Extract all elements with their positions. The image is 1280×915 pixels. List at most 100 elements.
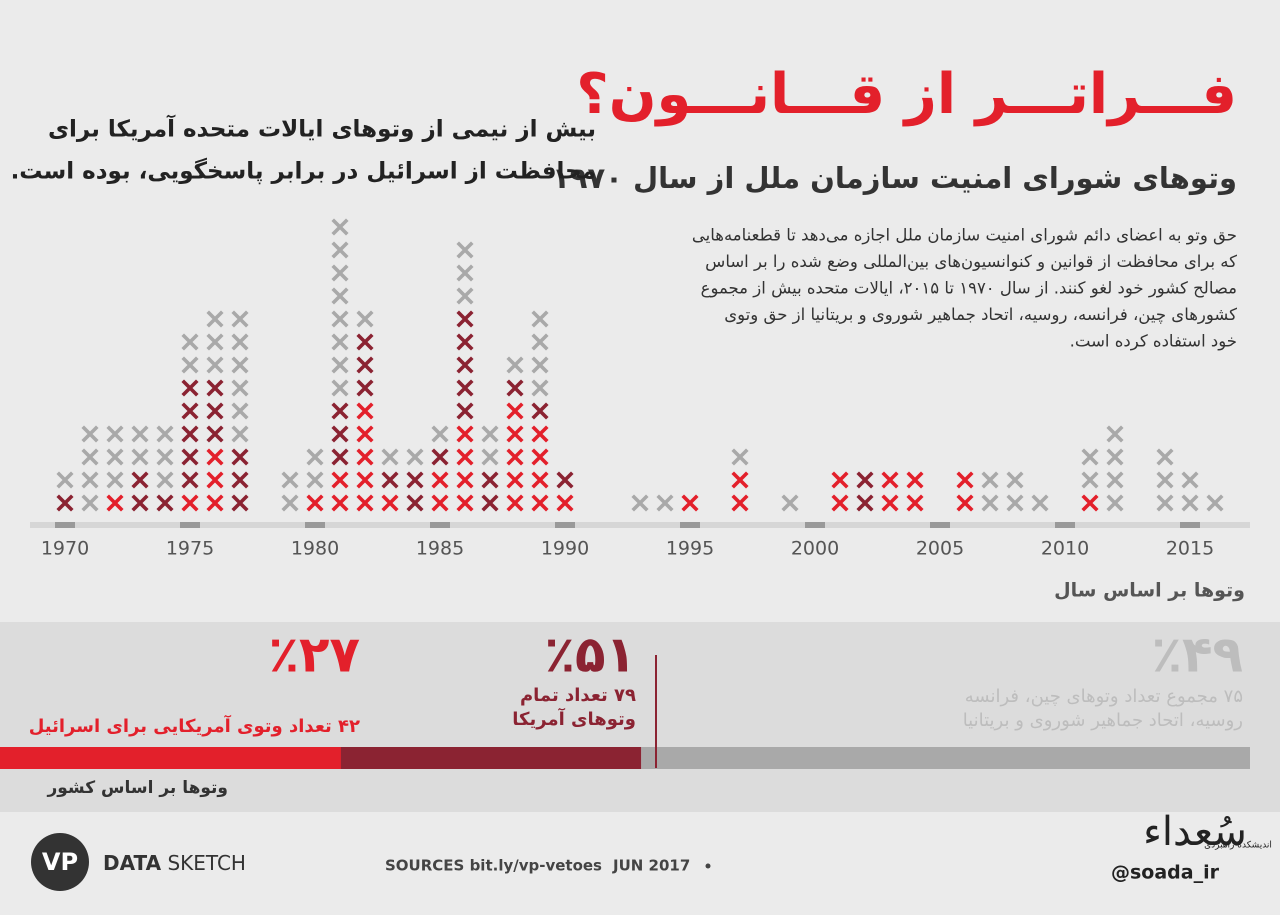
- veto-segment: [506, 402, 524, 512]
- veto-mark: [456, 356, 474, 374]
- veto-segment: [331, 471, 349, 512]
- veto-mark: [456, 425, 474, 443]
- veto-mark: [206, 333, 224, 351]
- veto-mark: [206, 471, 224, 489]
- veto-mark: [81, 425, 99, 443]
- veto-mark: [356, 333, 374, 351]
- veto-mark: [181, 356, 199, 374]
- veto-mark: [231, 425, 249, 443]
- veto-mark: [506, 356, 524, 374]
- summary-panel: [0, 622, 1280, 812]
- veto-mark: [131, 471, 149, 489]
- veto-mark: [656, 494, 674, 512]
- veto-segment: [381, 448, 399, 466]
- veto-mark: [1081, 448, 1099, 466]
- highlight-line: محافظت از اسرائیل در برابر پاسخگویی، بود…: [11, 158, 596, 185]
- veto-segment: [781, 494, 799, 512]
- veto-mark: [531, 494, 549, 512]
- veto-segment: [531, 310, 549, 397]
- veto-mark: [281, 471, 299, 489]
- veto-segment: [56, 471, 74, 489]
- org-subtitle: اندیشکده راهبردی: [1204, 841, 1272, 851]
- veto-mark: [356, 471, 374, 489]
- summary: ٪۲۷ ۴۲ تعداد وتوی آمریکایی برای اسرائیل ٪۵…: [0, 626, 1250, 769]
- veto-mark: [456, 310, 474, 328]
- veto-mark: [981, 471, 999, 489]
- veto-segment: [356, 402, 374, 512]
- veto-mark: [156, 471, 174, 489]
- veto-mark: [531, 310, 549, 328]
- veto-mark: [1006, 471, 1024, 489]
- veto-mark: [106, 425, 124, 443]
- veto-segment: [231, 448, 249, 512]
- veto-segment: [56, 494, 74, 512]
- veto-mark: [531, 448, 549, 466]
- veto-segment: [181, 379, 199, 489]
- veto-segment: [1206, 494, 1224, 512]
- veto-mark: [206, 356, 224, 374]
- veto-segment: [181, 494, 199, 512]
- veto-mark: [331, 264, 349, 282]
- veto-mark: [431, 425, 449, 443]
- veto-mark: [331, 241, 349, 259]
- highlight-line: بیش از نیمی از وتوهای ایالات متحده آمریک…: [48, 114, 596, 143]
- description-line: حق وتو به اعضای دائم شورای امنیت سازمان …: [692, 226, 1237, 246]
- veto-mark: [231, 379, 249, 397]
- x-tick-label: 2000: [791, 538, 839, 560]
- veto-mark: [206, 425, 224, 443]
- veto-segment: [656, 494, 674, 512]
- veto-mark: [231, 448, 249, 466]
- veto-segment: [506, 379, 524, 397]
- veto-mark: [356, 356, 374, 374]
- veto-segment: [481, 425, 499, 466]
- veto-segment: [181, 333, 199, 374]
- veto-segment: [131, 425, 149, 466]
- veto-mark: [1106, 471, 1124, 489]
- veto-mark: [181, 402, 199, 420]
- x-tick-label: 1995: [666, 538, 714, 560]
- x-tick-label: 1980: [291, 538, 339, 560]
- veto-mark: [331, 356, 349, 374]
- veto-mark: [856, 471, 874, 489]
- veto-mark: [81, 448, 99, 466]
- veto-mark: [456, 471, 474, 489]
- veto-segment: [981, 471, 999, 512]
- x-tick-label: 1970: [41, 538, 89, 560]
- bar-us-israel: [0, 747, 341, 769]
- veto-mark: [456, 333, 474, 351]
- veto-mark: [231, 402, 249, 420]
- description-line: کشورهای چین، فرانسه، روسیه، اتحاد جماهیر…: [724, 305, 1237, 325]
- veto-mark: [881, 494, 899, 512]
- veto-mark: [206, 310, 224, 328]
- veto-segment: [856, 471, 874, 512]
- veto-segment: [481, 471, 499, 512]
- veto-mark: [331, 448, 349, 466]
- veto-mark: [531, 356, 549, 374]
- percent-label: ٪۲۷: [268, 626, 360, 684]
- chart: 1970 1975 1980 1985 1990 1995 2000 2005 2010 2015: [30, 218, 1250, 560]
- veto-mark: [381, 448, 399, 466]
- veto-mark: [481, 471, 499, 489]
- veto-mark: [1181, 471, 1199, 489]
- veto-mark: [181, 494, 199, 512]
- veto-mark: [681, 494, 699, 512]
- veto-mark: [306, 448, 324, 466]
- veto-mark: [1106, 494, 1124, 512]
- veto-mark: [231, 356, 249, 374]
- veto-segment: [206, 448, 224, 512]
- veto-mark: [131, 448, 149, 466]
- veto-mark: [281, 494, 299, 512]
- veto-mark: [156, 494, 174, 512]
- veto-mark: [531, 333, 549, 351]
- veto-mark: [181, 333, 199, 351]
- veto-segment: [431, 425, 449, 443]
- veto-mark: [906, 494, 924, 512]
- veto-segment: [1081, 448, 1099, 489]
- veto-mark: [1156, 471, 1174, 489]
- veto-segment: [406, 471, 424, 512]
- veto-mark: [431, 471, 449, 489]
- handle: @soada_ir: [1111, 862, 1220, 884]
- summary-text: ۴۲ تعداد وتوی آمریکایی برای اسرائیل: [29, 714, 360, 737]
- veto-mark: [531, 379, 549, 397]
